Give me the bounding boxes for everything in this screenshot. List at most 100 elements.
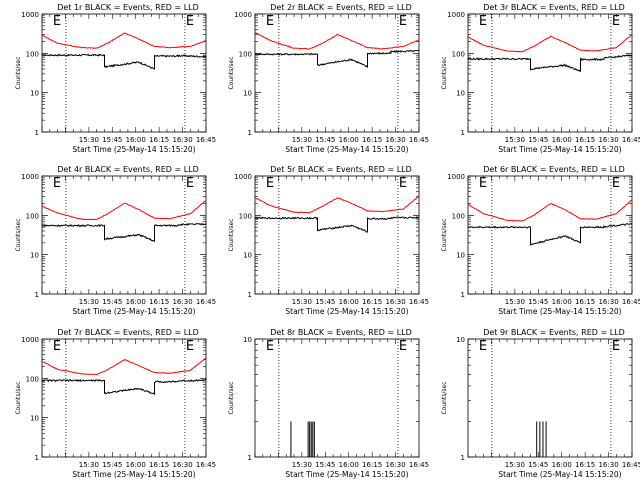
panel-title: Det 3r BLACK = Events, RED = LLD bbox=[483, 3, 625, 12]
panel-title: Det 2r BLACK = Events, RED = LLD bbox=[270, 3, 412, 12]
x-tick-label: 15:45 bbox=[315, 461, 335, 469]
y-tick-label: 100 bbox=[239, 50, 252, 58]
panel-title: Det 7r BLACK = Events, RED = LLD bbox=[57, 328, 199, 337]
y-axis-label: Counts/sec bbox=[441, 56, 448, 89]
lld-series-line bbox=[254, 32, 420, 50]
x-tick-label: 16:00 bbox=[552, 461, 572, 469]
detector-panel-2: Det 2r BLACK = Events, RED = LLD E E 1 10 100… bbox=[228, 3, 429, 154]
x-axis-label: Start Time (25-May-14 15:15:20) bbox=[285, 145, 408, 154]
y-axis-label: Counts/sec bbox=[228, 218, 235, 251]
e-marker-label: E bbox=[612, 339, 620, 354]
y-axis-label: Counts/sec bbox=[441, 381, 448, 414]
x-tick-label: 15:45 bbox=[102, 298, 122, 306]
events-series-line bbox=[254, 216, 419, 233]
y-tick-label: 1 bbox=[461, 129, 465, 137]
detector-panel-6: Det 6r BLACK = Events, RED = LLD E E 1 10 100… bbox=[441, 165, 640, 316]
x-tick-label: 16:15 bbox=[575, 136, 595, 144]
y-tick-label: 1000 bbox=[21, 11, 39, 19]
x-axis-label: Start Time (25-May-14 15:15:20) bbox=[498, 307, 621, 316]
y-tick-label: 10 bbox=[30, 415, 39, 423]
x-tick-label: 15:30 bbox=[79, 136, 99, 144]
e-marker-label: E bbox=[266, 176, 274, 191]
y-tick-label: 1 bbox=[248, 129, 252, 137]
x-axis-label: Start Time (25-May-14 15:15:20) bbox=[72, 307, 195, 316]
x-tick-label: 16:15 bbox=[362, 461, 382, 469]
x-tick-label: 16:30 bbox=[172, 298, 192, 306]
x-tick-label: 16:45 bbox=[409, 136, 429, 144]
panel-title: Det 9r BLACK = Events, RED = LLD bbox=[483, 328, 625, 337]
x-tick-label: 16:15 bbox=[575, 298, 595, 306]
panel-title: Det 8r BLACK = Events, RED = LLD bbox=[270, 328, 412, 337]
x-tick-label: 16:00 bbox=[339, 298, 359, 306]
x-tick-label: 16:00 bbox=[126, 136, 146, 144]
x-tick-label: 16:15 bbox=[362, 136, 382, 144]
x-tick-label: 16:00 bbox=[339, 461, 359, 469]
y-tick-label: 10 bbox=[243, 90, 252, 98]
x-tick-label: 15:45 bbox=[315, 298, 335, 306]
e-marker-label: E bbox=[266, 339, 274, 354]
x-tick-label: 16:45 bbox=[196, 461, 216, 469]
e-marker-label: E bbox=[266, 14, 274, 29]
x-tick-label: 16:30 bbox=[172, 136, 192, 144]
y-tick-label: 1000 bbox=[21, 336, 39, 344]
x-tick-label: 16:15 bbox=[575, 461, 595, 469]
x-axis-label: Start Time (25-May-14 15:15:20) bbox=[285, 470, 408, 479]
events-series-line bbox=[42, 53, 207, 70]
x-tick-label: 16:00 bbox=[126, 298, 146, 306]
y-tick-label: 10 bbox=[30, 252, 39, 260]
x-axis-label: Start Time (25-May-14 15:15:20) bbox=[498, 470, 621, 479]
e-marker-label: E bbox=[479, 339, 487, 354]
x-tick-label: 15:45 bbox=[315, 136, 335, 144]
x-tick-label: 16:30 bbox=[598, 136, 618, 144]
x-tick-label: 16:15 bbox=[149, 298, 169, 306]
y-axis-label: Counts/sec bbox=[228, 56, 235, 89]
lld-series-line bbox=[254, 195, 420, 214]
detector-panel-1: Det 1r BLACK = Events, RED = LLD E E 1 10 100… bbox=[15, 3, 216, 154]
detector-panel-5: Det 5r BLACK = Events, RED = LLD E E 1 10 100… bbox=[228, 165, 429, 316]
e-marker-label: E bbox=[186, 176, 194, 191]
x-tick-label: 15:45 bbox=[528, 136, 548, 144]
panel-title: Det 1r BLACK = Events, RED = LLD bbox=[57, 3, 199, 12]
panel-title: Det 4r BLACK = Events, RED = LLD bbox=[57, 165, 199, 174]
x-tick-label: 16:45 bbox=[622, 298, 640, 306]
y-tick-label: 1000 bbox=[234, 173, 252, 181]
lld-series-line bbox=[467, 34, 633, 53]
y-tick-label: 1 bbox=[248, 291, 252, 299]
x-tick-label: 15:30 bbox=[79, 298, 99, 306]
x-tick-label: 16:30 bbox=[385, 298, 405, 306]
x-tick-label: 16:45 bbox=[409, 298, 429, 306]
y-tick-label: 1 bbox=[248, 454, 252, 462]
plot-frame bbox=[254, 338, 420, 458]
e-marker-label: E bbox=[612, 176, 620, 191]
plot-frame bbox=[467, 13, 633, 133]
y-tick-label: 1 bbox=[461, 454, 465, 462]
detector-panel-8: Det 8r BLACK = Events, RED = LLD E E 1 10 15:… bbox=[228, 328, 429, 479]
x-tick-label: 16:45 bbox=[622, 461, 640, 469]
e-marker-label: E bbox=[186, 339, 194, 354]
x-tick-label: 15:45 bbox=[528, 298, 548, 306]
lld-series-line bbox=[41, 200, 207, 221]
x-tick-label: 15:45 bbox=[102, 461, 122, 469]
x-tick-label: 15:30 bbox=[292, 136, 312, 144]
x-tick-label: 16:00 bbox=[552, 136, 572, 144]
y-tick-label: 100 bbox=[452, 212, 465, 220]
y-tick-label: 1 bbox=[35, 454, 39, 462]
plot-frame bbox=[41, 338, 207, 458]
y-tick-label: 100 bbox=[26, 212, 39, 220]
x-tick-label: 15:30 bbox=[292, 461, 312, 469]
y-tick-label: 10 bbox=[243, 252, 252, 260]
detector-panel-4: Det 4r BLACK = Events, RED = LLD E E 1 10 100… bbox=[15, 165, 216, 316]
x-axis-label: Start Time (25-May-14 15:15:20) bbox=[72, 470, 195, 479]
y-tick-label: 1000 bbox=[21, 173, 39, 181]
e-marker-label: E bbox=[479, 14, 487, 29]
events-series-line bbox=[41, 222, 207, 243]
lld-series-line bbox=[41, 357, 207, 376]
panel-title: Det 6r BLACK = Events, RED = LLD bbox=[483, 165, 625, 174]
y-tick-label: 1000 bbox=[234, 11, 252, 19]
x-tick-label: 16:45 bbox=[196, 298, 216, 306]
x-tick-label: 16:45 bbox=[409, 461, 429, 469]
x-tick-label: 15:30 bbox=[505, 298, 525, 306]
x-axis-label: Start Time (25-May-14 15:15:20) bbox=[498, 145, 621, 154]
y-tick-label: 10 bbox=[456, 252, 465, 260]
